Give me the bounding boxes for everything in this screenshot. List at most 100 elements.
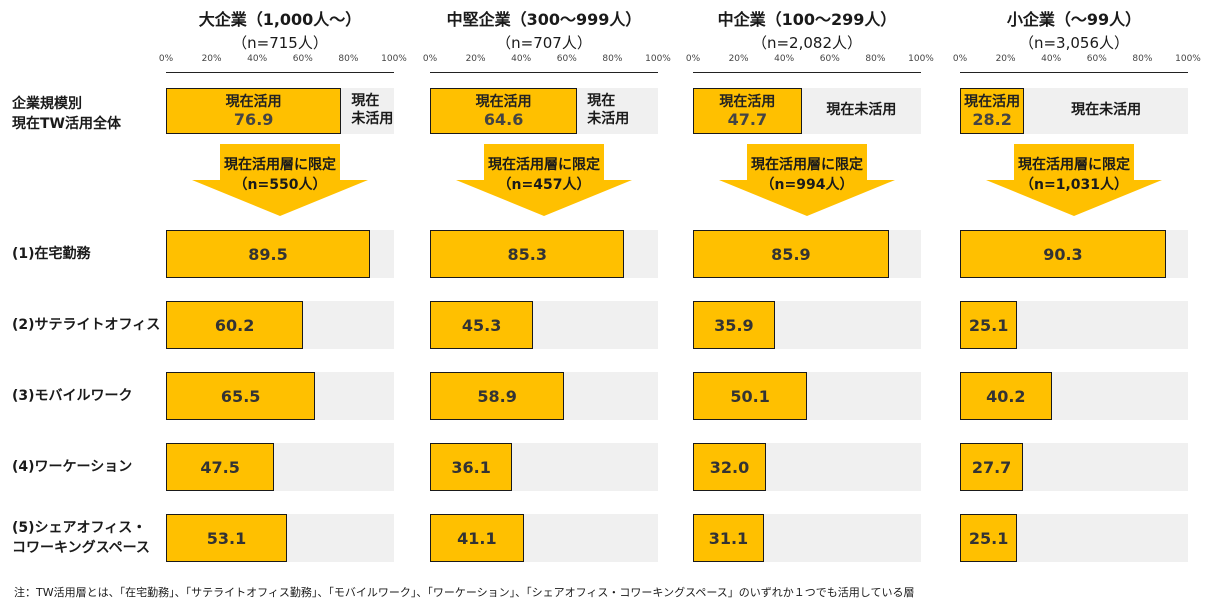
- overall-bar: 現在活用 28.2: [960, 88, 1025, 134]
- axis-line: [693, 72, 921, 73]
- bar-value-label: 47.5: [200, 457, 240, 477]
- bar-value-label: 25.1: [968, 315, 1009, 335]
- tick-label: 80%: [1132, 54, 1153, 64]
- arrow-n: （n=457人）: [497, 177, 591, 193]
- bar-value-label: 60.2: [214, 315, 255, 335]
- axis-ticks: 0% 20% 40% 60% 80% 100%: [953, 54, 1201, 66]
- tick-label: 60%: [556, 54, 577, 64]
- bar-value-label: 35.9: [714, 315, 754, 335]
- tick-label: 100%: [381, 54, 407, 64]
- overall-bar-value: 76.9: [233, 110, 274, 129]
- panel-title: 中企業（100～299人）: [717, 10, 897, 29]
- tick-label: 60%: [1086, 54, 1107, 64]
- filter-arrow: 現在活用層に限定 （n=1,031人）: [986, 144, 1162, 216]
- bar: 25.1: [960, 514, 1018, 562]
- arrow-down-icon: [719, 144, 895, 216]
- tick-label: 100%: [908, 54, 934, 64]
- filter-arrow: 現在活用層に限定 （n=994人）: [719, 144, 895, 216]
- row-label: (2)サテライトオフィス: [12, 317, 161, 333]
- axis-ticks: 0% 20% 40% 60% 80% 100%: [423, 54, 671, 66]
- bar-value-label: 40.2: [986, 386, 1026, 406]
- tick-label: 100%: [645, 54, 671, 64]
- bar: 25.1: [960, 301, 1018, 349]
- tick-label: 40%: [774, 54, 795, 64]
- tick-label: 100%: [1175, 54, 1201, 64]
- tick-label: 20%: [201, 54, 222, 64]
- arrow-label: 現在活用層に限定: [488, 157, 600, 173]
- arrow-shape: [986, 144, 1162, 216]
- bar-value-label: 89.5: [248, 244, 288, 264]
- overall-bar: 現在活用 76.9: [166, 88, 342, 134]
- tick-label: 40%: [511, 54, 532, 64]
- overall-bar-label: 現在活用: [475, 94, 532, 110]
- panel-title: 小企業（～99人）: [1006, 10, 1142, 29]
- bar-value-label: 45.3: [461, 315, 502, 335]
- bar-value-label: 90.3: [1043, 244, 1083, 264]
- tick-label: 40%: [247, 54, 268, 64]
- arrow-down-icon: [192, 144, 368, 216]
- bar-value-label: 27.7: [971, 457, 1012, 477]
- bar: 40.2: [960, 372, 1052, 420]
- panel-n: （n=715人）: [232, 34, 328, 52]
- overall-bar-value: 47.7: [727, 110, 768, 129]
- bar: 85.3: [430, 230, 625, 278]
- overall-row-label: 企業規模別 現在TW活用全体: [12, 96, 121, 132]
- bar-value-label: 85.9: [771, 244, 811, 264]
- arrow-shape: [456, 144, 632, 216]
- overall-bar-value: 28.2: [972, 110, 1012, 129]
- bar: 90.3: [960, 230, 1166, 278]
- footnote: 注：TW活用層とは、「在宅勤務」、「サテライトオフィス勤務」、「モバイルワーク」…: [14, 586, 915, 599]
- bar: 41.1: [430, 514, 524, 562]
- not-using-label: 現在 未活用: [351, 93, 394, 127]
- bar: 60.2: [166, 301, 304, 349]
- bar: 47.5: [166, 443, 275, 491]
- overall-bar-label: 現在活用: [225, 94, 282, 110]
- not-using-label: 現在未活用: [826, 102, 897, 118]
- tick-label: 80%: [602, 54, 623, 64]
- arrow-label: 現在活用層に限定: [751, 157, 863, 173]
- bar: 35.9: [693, 301, 775, 349]
- tick-label: 20%: [465, 54, 486, 64]
- axis-line: [166, 72, 394, 73]
- bar: 89.5: [166, 230, 371, 278]
- not-using-label: 現在 未活用: [587, 93, 630, 127]
- arrow-down-icon: [456, 144, 632, 216]
- bar-value-label: 53.1: [206, 528, 247, 548]
- filter-arrow: 現在活用層に限定 （n=550人）: [192, 144, 368, 216]
- bar: 53.1: [166, 514, 288, 562]
- axis-line: [960, 72, 1188, 73]
- bar-value-label: 65.5: [220, 386, 261, 406]
- not-using-label: 現在未活用: [1071, 102, 1142, 118]
- overall-bar-label: 現在活用: [719, 94, 776, 110]
- bar: 85.9: [693, 230, 889, 278]
- overall-bar-value: 64.6: [483, 110, 524, 129]
- arrow-label: 現在活用層に限定: [1018, 157, 1130, 173]
- arrow-n: （n=994人）: [760, 177, 854, 193]
- filter-arrow: 現在活用層に限定 （n=457人）: [456, 144, 632, 216]
- bar-value-label: 50.1: [730, 386, 770, 406]
- arrow-n: （n=1,031人）: [1020, 177, 1128, 193]
- panel-n: （n=3,056人）: [1018, 34, 1130, 52]
- tick-label: 0%: [952, 54, 968, 64]
- tick-label: 40%: [1041, 54, 1062, 64]
- bar: 31.1: [693, 514, 764, 562]
- bar: 36.1: [430, 443, 513, 491]
- tick-label: 0%: [158, 54, 174, 64]
- bar: 58.9: [430, 372, 565, 420]
- arrow-down-icon: [986, 144, 1162, 216]
- axis-line: [430, 72, 658, 73]
- panel-title: 大企業（1,000人～）: [198, 10, 362, 29]
- axis-ticks: 0% 20% 40% 60% 80% 100%: [686, 54, 934, 66]
- row-label: (3)モバイルワーク: [12, 388, 133, 404]
- bar: 65.5: [166, 372, 316, 420]
- arrow-n: （n=550人）: [233, 177, 327, 193]
- row-label: (4)ワーケーション: [12, 459, 133, 475]
- panel-n: （n=2,082人）: [751, 34, 863, 52]
- tick-label: 80%: [865, 54, 886, 64]
- tick-label: 20%: [728, 54, 749, 64]
- bar: 45.3: [430, 301, 534, 349]
- arrow-shape: [192, 144, 368, 216]
- arrow-shape: [719, 144, 895, 216]
- arrow-label: 現在活用層に限定: [224, 157, 336, 173]
- overall-bar-label: 現在活用: [964, 94, 1021, 110]
